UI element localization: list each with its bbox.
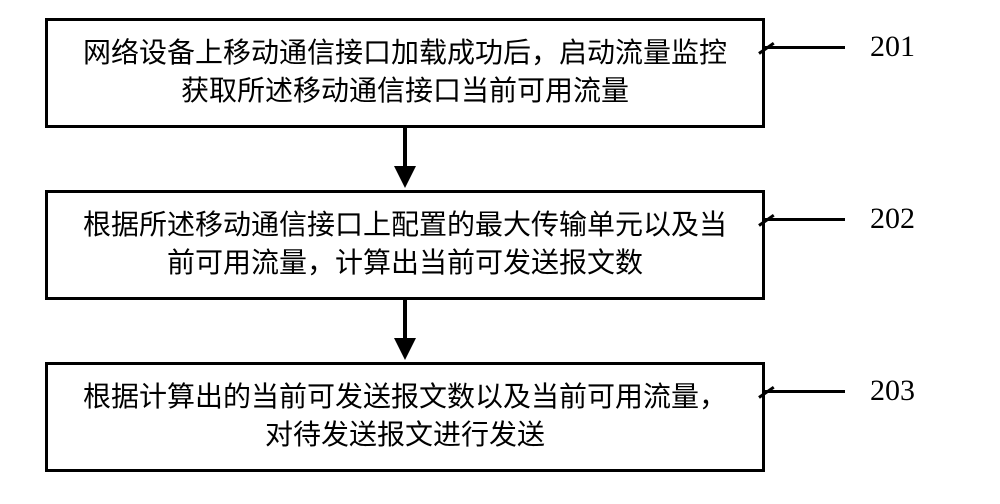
flow-step-202: 根据所述移动通信接口上配置的最大传输单元以及当前可用流量，计算出当前可发送报文数: [45, 190, 765, 300]
flow-step-203: 根据计算出的当前可发送报文数以及当前可用流量，对待发送报文进行发送: [45, 362, 765, 472]
flow-step-202-line-2: 前可用流量，计算出当前可发送报文数: [167, 245, 643, 283]
arrow-shaft-202-to-203: [403, 300, 407, 340]
flow-step-201-line-2: 获取所述移动通信接口当前可用流量: [181, 73, 629, 111]
flow-step-201-line-1: 网络设备上移动通信接口加载成功后，启动流量监控: [83, 35, 727, 73]
tick-line-203: [765, 390, 845, 393]
flow-step-label-203: 203: [870, 374, 915, 408]
flow-step-201: 网络设备上移动通信接口加载成功后，启动流量监控获取所述移动通信接口当前可用流量: [45, 18, 765, 128]
arrow-shaft-201-to-202: [403, 128, 407, 168]
flow-step-label-202: 202: [870, 202, 915, 236]
flow-step-label-201: 201: [870, 30, 915, 64]
flow-step-203-line-2: 对待发送报文进行发送: [265, 417, 545, 455]
flow-step-202-line-1: 根据所述移动通信接口上配置的最大传输单元以及当: [83, 207, 727, 245]
flowchart-canvas: 网络设备上移动通信接口加载成功后，启动流量监控获取所述移动通信接口当前可用流量 2…: [0, 0, 1000, 504]
arrow-head-201-to-202: [394, 166, 416, 188]
flow-step-203-line-1: 根据计算出的当前可发送报文数以及当前可用流量，: [83, 379, 727, 417]
tick-line-201: [765, 46, 845, 49]
arrow-head-202-to-203: [394, 338, 416, 360]
tick-line-202: [765, 218, 845, 221]
